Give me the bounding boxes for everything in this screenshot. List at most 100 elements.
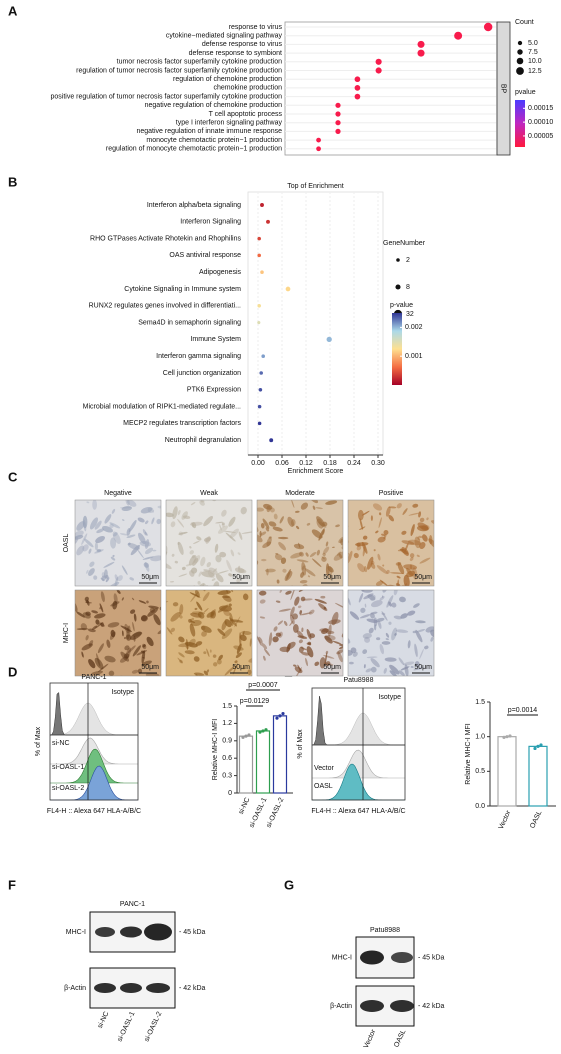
- stain: [362, 649, 368, 655]
- band: [94, 983, 116, 993]
- stain: [373, 617, 378, 627]
- micrograph-border: [165, 589, 253, 677]
- chart-title: Top of Enrichment: [287, 183, 343, 190]
- stain: [268, 521, 277, 527]
- stain: [95, 536, 106, 544]
- stain: [379, 643, 385, 655]
- stain: [193, 540, 200, 545]
- stain: [364, 636, 371, 643]
- stain: [142, 644, 146, 648]
- row-title: OASL: [63, 534, 70, 553]
- stain: [230, 549, 235, 557]
- stain: [366, 556, 374, 570]
- stain: [306, 628, 312, 640]
- stain: [146, 636, 154, 647]
- stain: [119, 656, 128, 663]
- micrograph-border: [165, 499, 253, 587]
- stain: [94, 622, 104, 629]
- category-label: tumor necrosis factor superfamily cytoki…: [117, 59, 282, 66]
- scale-bar-label: 50μm: [414, 664, 432, 671]
- stain: [414, 643, 418, 658]
- stain: [277, 536, 289, 540]
- stain: [366, 656, 378, 659]
- stain: [403, 574, 410, 586]
- micrograph-border: [74, 499, 162, 587]
- stain: [189, 623, 196, 637]
- stain: [126, 527, 131, 536]
- stain: [128, 520, 137, 533]
- stain: [412, 503, 419, 508]
- stain: [119, 533, 128, 536]
- stain: [259, 599, 266, 604]
- category-label: Interferon Signaling: [180, 219, 241, 226]
- stain: [140, 507, 153, 514]
- stain: [182, 515, 191, 519]
- stain: [338, 642, 343, 650]
- stain: [108, 670, 115, 676]
- column-title: Positive: [379, 490, 404, 497]
- stain: [257, 635, 262, 647]
- stain: [171, 553, 175, 557]
- stain: [203, 607, 209, 613]
- stain: [356, 542, 361, 547]
- bar: [528, 745, 548, 807]
- colorbar-label: 0.00015: [528, 105, 553, 112]
- category-label: type I interferon signaling pathway: [176, 120, 283, 127]
- stain: [150, 555, 161, 562]
- stain: [279, 646, 291, 652]
- x-tick-label: 0.12: [299, 460, 313, 467]
- replicate-point: [505, 735, 509, 739]
- stain: [299, 610, 302, 615]
- stain: [223, 609, 231, 617]
- stain: [324, 607, 326, 610]
- stain: [217, 604, 229, 613]
- size-legend-label: 10.0: [528, 58, 542, 65]
- band: [120, 926, 142, 938]
- category-label: response to virus: [229, 24, 283, 31]
- stain: [285, 590, 292, 595]
- stain: [185, 563, 191, 567]
- stain: [101, 525, 114, 533]
- stain: [370, 600, 383, 608]
- stain: [424, 645, 429, 650]
- stain: [429, 535, 433, 545]
- stain: [127, 645, 136, 654]
- stain: [328, 624, 332, 637]
- stain: [386, 595, 394, 608]
- stain: [96, 549, 102, 552]
- dot: [257, 236, 261, 241]
- replicate-point: [502, 735, 506, 739]
- stain: [358, 593, 364, 603]
- stain: [283, 620, 288, 626]
- stain: [331, 546, 335, 548]
- dot: [261, 354, 265, 358]
- stain: [318, 528, 325, 541]
- stain: [133, 613, 137, 622]
- dot: [375, 67, 382, 74]
- column-title: Moderate: [285, 490, 315, 497]
- category-label: OAS antiviral response: [169, 252, 241, 259]
- stain: [297, 605, 302, 609]
- stain: [391, 602, 397, 608]
- panel-label: D: [8, 664, 17, 679]
- stain: [234, 567, 245, 574]
- stain: [156, 518, 161, 525]
- stain: [287, 516, 295, 528]
- stain: [308, 500, 319, 504]
- stain: [355, 542, 369, 547]
- micrograph: [75, 500, 161, 586]
- stain: [381, 533, 386, 537]
- stain: [218, 654, 223, 661]
- stain: [221, 523, 225, 528]
- stain: [298, 542, 301, 548]
- stain: [301, 565, 306, 570]
- micrograph: [348, 590, 434, 676]
- stain: [226, 559, 232, 572]
- protein-label: MHC-I: [66, 929, 86, 936]
- stain: [206, 648, 210, 658]
- stain: [224, 665, 235, 676]
- stain: [130, 631, 142, 640]
- stain: [125, 634, 132, 641]
- stain: [363, 566, 368, 573]
- stain: [110, 601, 120, 607]
